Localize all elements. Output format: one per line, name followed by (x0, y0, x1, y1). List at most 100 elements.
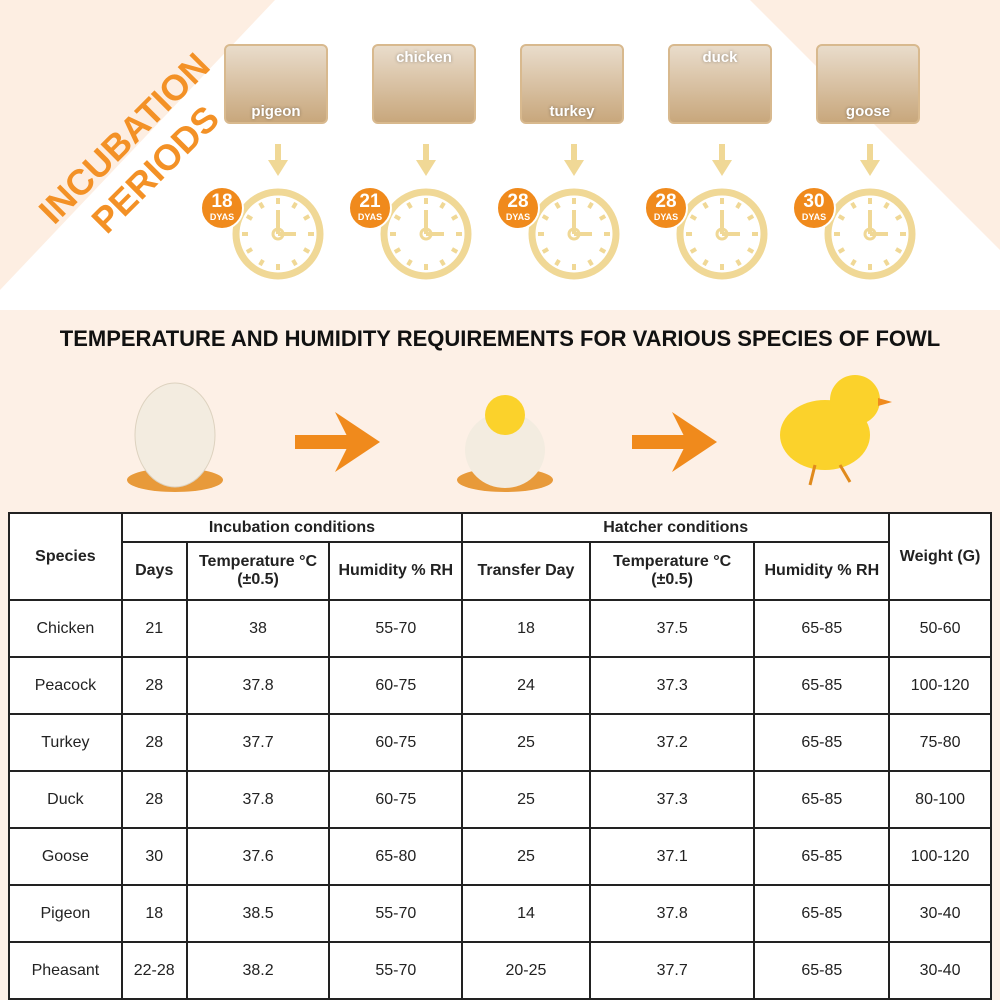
arrow-down-icon (268, 144, 288, 176)
table-row: Chicken 21 38 55-70 18 37.5 65-85 50-60 (8, 599, 992, 658)
table-cell: 38.5 (185, 884, 331, 943)
table-row: Pigeon 18 38.5 55-70 14 37.8 65-85 30-40 (8, 884, 992, 943)
table-cell: 55-70 (328, 599, 464, 658)
bird-label: pigeon (251, 103, 301, 120)
table-cell: 28 (120, 713, 188, 772)
table-cell: 28 (120, 770, 188, 829)
clock-icon (380, 188, 472, 280)
arrow-down-icon (712, 144, 732, 176)
table-cell: 20-25 (461, 941, 591, 1000)
arrow-down-icon (564, 144, 584, 176)
table-cell: 50-60 (888, 599, 992, 658)
table-cell: 37.6 (185, 827, 331, 886)
arrow-right-icon (632, 412, 717, 472)
table-cell: 37.3 (588, 656, 756, 715)
table-cell: 30-40 (888, 941, 992, 1000)
table-cell: 37.2 (588, 713, 756, 772)
incubation-periods-section: INCUBATION PERIODS pigeon 18 DYAS chicken … (0, 0, 1000, 310)
arrow-right-icon (295, 412, 380, 472)
group-incubation: Incubation conditions (120, 512, 464, 543)
table-cell: 38.2 (185, 941, 331, 1000)
table-cell: Duck (8, 770, 123, 829)
table-row: Pheasant 22-28 38.2 55-70 20-25 37.7 65-85 30-4… (8, 941, 992, 1000)
egg-lifecycle-illustration (127, 375, 892, 492)
table-cell: 28 (120, 656, 188, 715)
table-cell: 25 (461, 827, 591, 886)
table-row: Goose 30 37.6 65-80 25 37.1 65-85 100-120 (8, 827, 992, 886)
table-cell: 37.8 (185, 656, 331, 715)
bird-label: turkey (549, 103, 595, 120)
table-cell: 22-28 (120, 941, 188, 1000)
table-cell: Pigeon (8, 884, 123, 943)
hatching-chick-icon (457, 395, 553, 492)
table-cell: 65-80 (328, 827, 464, 886)
table-cell: 18 (461, 599, 591, 658)
table-cell: 18 (120, 884, 188, 943)
days-badge: 18 DYAS (200, 186, 244, 230)
table-cell: 80-100 (888, 770, 992, 829)
table-cell: Chicken (8, 599, 123, 658)
table-cell: 30-40 (888, 884, 992, 943)
table-row: Peacock 28 37.8 60-75 24 37.3 65-85 100-120 (8, 656, 992, 715)
days-badge: 30 DYAS (792, 186, 836, 230)
col-hatch-temp: Temperature °C (±0.5) (588, 541, 756, 601)
egg-in-nest-icon (127, 382, 223, 492)
table-cell: 37.1 (588, 827, 756, 886)
table-cell: 37.3 (588, 770, 756, 829)
table-row: Turkey 28 37.7 60-75 25 37.2 65-85 75-80 (8, 713, 992, 772)
bird-card-duck: duck (668, 44, 772, 124)
table-cell: 37.5 (588, 599, 756, 658)
table-cell: 65-85 (753, 599, 891, 658)
table-cell: 65-85 (753, 884, 891, 943)
clock-icon (232, 188, 324, 280)
table-cell: Pheasant (8, 941, 123, 1000)
days-badge: 21 DYAS (348, 186, 392, 230)
table-cell: 60-75 (328, 770, 464, 829)
corner-decoration (750, 0, 1000, 250)
bird-label: goose (845, 103, 891, 120)
table-cell: 100-120 (888, 827, 992, 886)
table-cell: 60-75 (328, 656, 464, 715)
col-transfer-day: Transfer Day (461, 541, 591, 601)
table-cell: Goose (8, 827, 123, 886)
group-hatcher: Hatcher conditions (461, 512, 891, 543)
col-hatch-humidity: Humidity % RH (753, 541, 891, 601)
days-badge: 28 DYAS (644, 186, 688, 230)
table-cell: 55-70 (328, 941, 464, 1000)
table-cell: 65-85 (753, 770, 891, 829)
table-row: Duck 28 37.8 60-75 25 37.3 65-85 80-100 (8, 770, 992, 829)
table-cell: 65-85 (753, 656, 891, 715)
clock-icon (528, 188, 620, 280)
bird-card-turkey: turkey (520, 44, 624, 124)
arrow-down-icon (416, 144, 436, 176)
table-cell: 65-85 (753, 713, 891, 772)
bird-card-pigeon: pigeon (224, 44, 328, 124)
table-cell: 21 (120, 599, 188, 658)
table-cell: 65-85 (753, 941, 891, 1000)
arrow-down-icon (860, 144, 880, 176)
table-cell: 37.7 (185, 713, 331, 772)
col-species: Species (8, 512, 123, 601)
table-cell: 60-75 (328, 713, 464, 772)
clock-icon (824, 188, 916, 280)
table-cell: 100-120 (888, 656, 992, 715)
table-cell: 37.7 (588, 941, 756, 1000)
col-weight: Weight (G) (888, 512, 992, 601)
clock-icon (676, 188, 768, 280)
page-title: TEMPERATURE AND HUMIDITY REQUIREMENTS FO… (59, 326, 941, 351)
table-cell: 25 (461, 770, 591, 829)
bird-label: chicken (396, 49, 452, 66)
table-cell: Turkey (8, 713, 123, 772)
chick-icon (780, 375, 892, 486)
bird-card-chicken: chicken (372, 44, 476, 124)
table-cell: 75-80 (888, 713, 992, 772)
col-days: Days (120, 541, 188, 601)
table-cell: 37.8 (588, 884, 756, 943)
col-inc-temp: Temperature °C (±0.5) (185, 541, 331, 601)
table-cell: 25 (461, 713, 591, 772)
table-cell: Peacock (8, 656, 123, 715)
table-cell: 38 (185, 599, 331, 658)
table-cell: 65-85 (753, 827, 891, 886)
table-cell: 24 (461, 656, 591, 715)
table-cell: 55-70 (328, 884, 464, 943)
